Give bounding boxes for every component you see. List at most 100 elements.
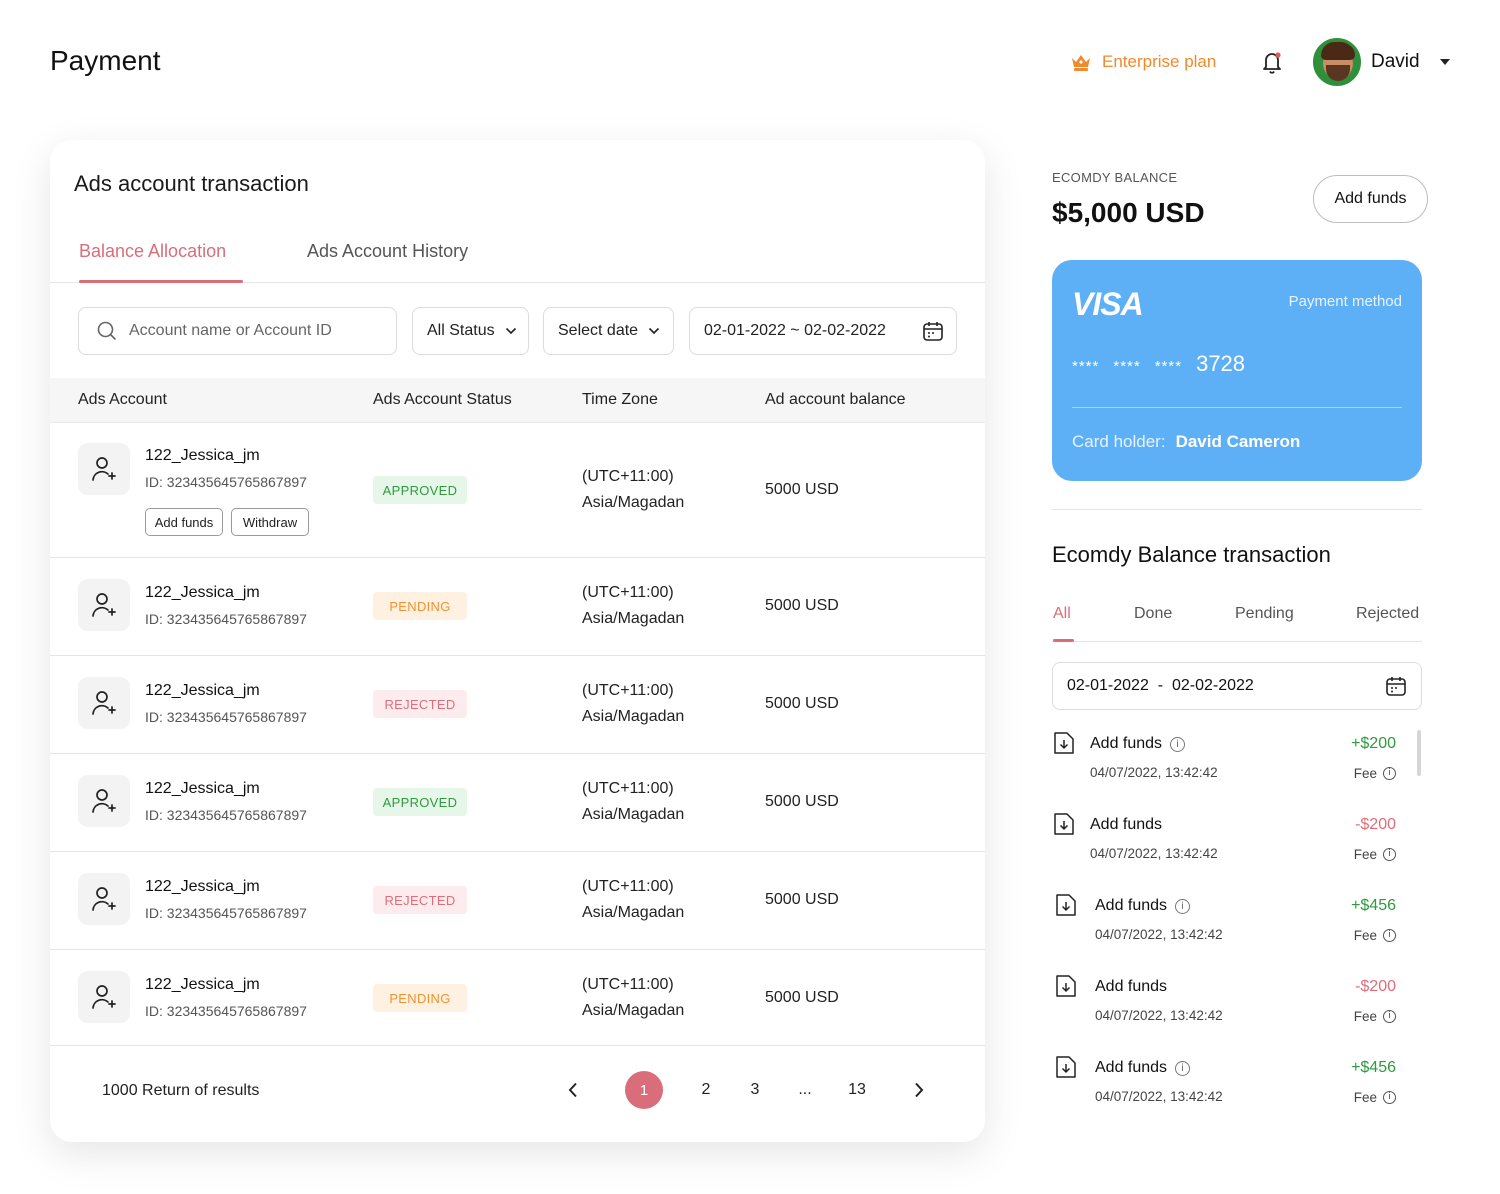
tab-pending[interactable]: Pending: [1235, 605, 1294, 622]
info-icon[interactable]: i: [1383, 1091, 1396, 1104]
transaction-fee: Fee i: [1354, 1009, 1396, 1024]
time-zone: (UTC+11:00) Asia/Magadan: [582, 468, 685, 511]
search-placeholder: Account name or Account ID: [129, 322, 332, 339]
date-select[interactable]: Select date: [543, 307, 674, 355]
table-row[interactable]: 122_Jessica_jm ID: 323435645765867897 PE…: [50, 950, 985, 1046]
deposit-icon: [1054, 732, 1074, 754]
transaction-fee: Fee i: [1354, 1090, 1396, 1105]
enterprise-plan-label: Enterprise plan: [1102, 52, 1217, 71]
transaction-name: Add funds i: [1090, 735, 1186, 753]
column-header: Ads Account Status: [373, 391, 512, 408]
info-icon[interactable]: i: [1383, 848, 1396, 861]
bell-icon[interactable]: [1258, 48, 1286, 76]
row-add-funds-button[interactable]: Add funds: [145, 508, 223, 536]
card-divider: [1072, 407, 1402, 408]
add-funds-button[interactable]: Add funds: [1313, 175, 1428, 223]
chevron-left-icon: [568, 1082, 577, 1098]
account-balance: 5000 USD: [765, 695, 839, 712]
transaction-name: Add funds i: [1095, 897, 1191, 915]
tab-done[interactable]: Done: [1134, 605, 1173, 622]
account-balance: 5000 USD: [765, 597, 839, 614]
enterprise-plan-link[interactable]: Enterprise plan: [1070, 52, 1216, 72]
account-icon: [78, 971, 130, 1023]
page-button[interactable]: 3: [750, 1081, 760, 1098]
tab-rejected[interactable]: Rejected: [1356, 605, 1420, 622]
status-badge: APPROVED: [373, 476, 467, 504]
search-input[interactable]: Account name or Account ID: [78, 307, 397, 355]
info-icon[interactable]: i: [1175, 1060, 1191, 1076]
search-icon: [97, 321, 116, 340]
table-row[interactable]: 122_Jessica_jm ID: 323435645765867897 RE…: [50, 656, 985, 754]
table-row[interactable]: 122_Jessica_jm ID: 323435645765867897 PE…: [50, 558, 985, 656]
table-row[interactable]: 122_Jessica_jm ID: 323435645765867897 Ad…: [50, 424, 985, 558]
transaction-name: Add funds i: [1095, 1059, 1191, 1077]
date-select-value: Select date: [558, 322, 639, 339]
table-row[interactable]: 122_Jessica_jm ID: 323435645765867897 RE…: [50, 852, 985, 950]
tabs: Balance Allocation Ads Account History: [50, 238, 985, 283]
transaction-date: 04/07/2022, 13:42:42: [1095, 1089, 1223, 1104]
account-name: 122_Jessica_jm: [145, 584, 260, 601]
transaction-date: 04/07/2022, 13:42:42: [1095, 927, 1223, 942]
page-button[interactable]: 2: [701, 1081, 711, 1098]
transaction-item[interactable]: Add funds 04/07/2022, 13:42:42 -$200 Fee…: [1052, 974, 1402, 1034]
account-name: 122_Jessica_jm: [145, 447, 260, 464]
status-badge: REJECTED: [373, 690, 467, 718]
tab-ads-account-history[interactable]: Ads Account History: [307, 241, 469, 261]
account-id: ID: 323435645765867897: [145, 611, 307, 627]
prev-page-button[interactable]: [560, 1070, 586, 1110]
transaction-item[interactable]: Add funds i 04/07/2022, 13:42:42 +$456 Fe…: [1052, 1055, 1402, 1115]
payment-method-label: Payment method: [1288, 293, 1402, 310]
deposit-icon: [1056, 975, 1076, 997]
transaction-item[interactable]: Add funds i 04/07/2022, 13:42:42 +$200 Fe…: [1052, 731, 1402, 791]
account-balance: 5000 USD: [765, 793, 839, 810]
time-zone: (UTC+11:00) Asia/Magadan: [582, 780, 685, 823]
deposit-icon: [1056, 1056, 1076, 1078]
payment-card[interactable]: VISA Payment method **** **** **** 3728 …: [1052, 260, 1422, 481]
scrollbar[interactable]: [1417, 730, 1421, 776]
calendar-icon: [1386, 677, 1406, 696]
page-button-current[interactable]: 1: [625, 1071, 663, 1109]
date-range-picker[interactable]: 02-01-2022 ~ 02-02-2022: [689, 307, 957, 355]
chevron-right-icon: [915, 1082, 924, 1098]
user-menu[interactable]: David: [1313, 38, 1450, 86]
balance-label: ECOMDY BALANCE: [1052, 170, 1178, 185]
transaction-date-range[interactable]: 02-01-2022 - 02-02-2022: [1052, 662, 1422, 710]
account-name: 122_Jessica_jm: [145, 780, 260, 797]
account-name: 122_Jessica_jm: [145, 878, 260, 895]
page-button[interactable]: 13: [848, 1081, 866, 1098]
tab-all[interactable]: All: [1053, 605, 1071, 622]
transaction-item[interactable]: Add funds i 04/07/2022, 13:42:42 +$456 Fe…: [1052, 893, 1402, 953]
transaction-date: 04/07/2022, 13:42:42: [1090, 765, 1218, 780]
chevron-down-icon: [648, 327, 660, 335]
card-number: **** **** **** 3728: [1072, 351, 1246, 376]
info-icon[interactable]: i: [1383, 1010, 1396, 1023]
tab-balance-allocation[interactable]: Balance Allocation: [79, 241, 227, 261]
transaction-item[interactable]: Add funds 04/07/2022, 13:42:42 -$200 Fee…: [1052, 812, 1402, 872]
account-name: 122_Jessica_jm: [145, 682, 260, 699]
date-range-value: 02-01-2022 - 02-02-2022: [1067, 677, 1254, 694]
status-badge: APPROVED: [373, 788, 467, 816]
account-balance: 5000 USD: [765, 481, 839, 498]
account-icon: [78, 579, 130, 631]
info-icon[interactable]: i: [1170, 736, 1186, 752]
next-page-button[interactable]: [906, 1070, 932, 1110]
account-balance: 5000 USD: [765, 989, 839, 1006]
transaction-amount: +$456: [1351, 1059, 1396, 1076]
table-row[interactable]: 122_Jessica_jm ID: 323435645765867897 AP…: [50, 754, 985, 852]
info-icon[interactable]: i: [1383, 929, 1396, 942]
transaction-amount: -$200: [1355, 978, 1396, 995]
table-header: Ads Account Ads Account Status Time Zone…: [50, 378, 985, 423]
balance-amount: $5,000 USD: [1052, 197, 1205, 228]
chevron-down-icon: [505, 327, 516, 335]
info-icon[interactable]: i: [1175, 898, 1191, 914]
info-icon[interactable]: i: [1383, 767, 1396, 780]
account-id: ID: 323435645765867897: [145, 905, 307, 921]
deposit-icon: [1054, 813, 1074, 835]
card-last4: 3728: [1196, 351, 1246, 376]
transaction-name: Add funds: [1090, 816, 1163, 833]
transaction-amount: +$456: [1351, 897, 1396, 914]
visa-logo: VISA: [1072, 286, 1144, 322]
account-icon: [78, 677, 130, 729]
status-select[interactable]: All Status: [412, 307, 529, 355]
row-withdraw-button[interactable]: Withdraw: [231, 508, 309, 536]
